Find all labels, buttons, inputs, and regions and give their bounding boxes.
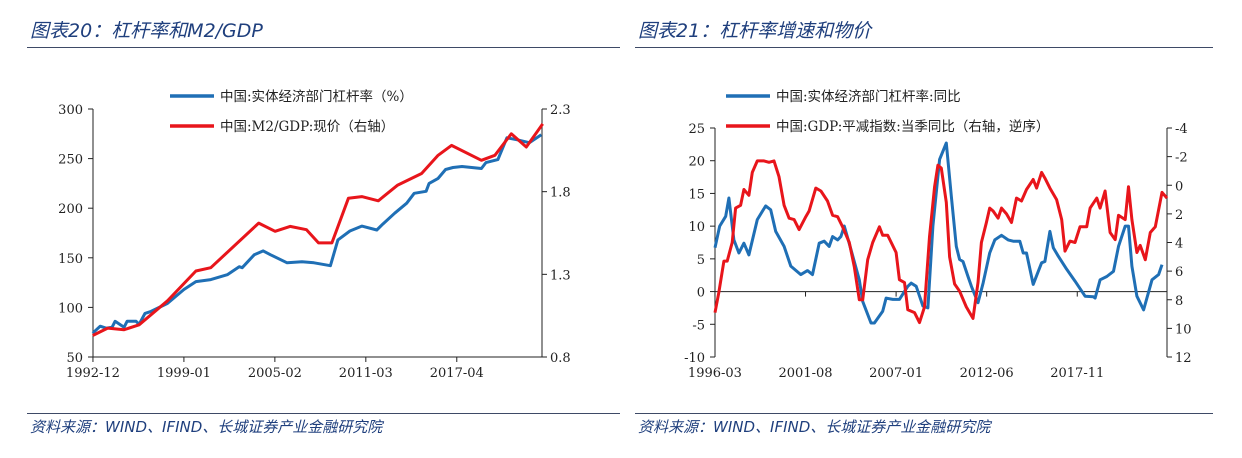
- y-right-tick-label: 6: [1175, 265, 1183, 280]
- title-divider-left: [27, 47, 620, 48]
- y-left-tick-label: 10: [688, 220, 705, 235]
- y-left-tick-label: 15: [688, 187, 705, 202]
- x-tick-label: 2012-06: [960, 366, 1014, 381]
- x-tick-label: 1992-12: [66, 366, 120, 381]
- y-right-tick-label: 12: [1175, 351, 1192, 366]
- legend-label-0: 中国:实体经济部门杠杆率:同比: [776, 88, 961, 105]
- series-line-1: [713, 159, 1169, 325]
- y-left-tick-label: 50: [66, 351, 83, 366]
- source-note-right: 资料来源：WIND、IFIND、长城证券产业金融研究院: [638, 418, 991, 436]
- y-right-tick-label: 1.3: [550, 268, 571, 283]
- chart-title-right: 图表21：杠杆率增速和物价: [638, 20, 872, 42]
- y-left-tick-label: 100: [58, 301, 83, 316]
- series-line-0: [713, 141, 1164, 325]
- legend-label-1: 中国:GDP:平减指数:当季同比（右轴，逆序）: [776, 119, 1049, 135]
- y-left-tick-label: -10: [684, 351, 705, 366]
- chart-title-left: 图表20：杠杆率和M2/GDP: [30, 20, 263, 42]
- x-tick-label: 1999-01: [157, 366, 211, 381]
- series-line-0: [91, 133, 543, 335]
- y-left-tick-label: 200: [58, 202, 83, 217]
- leverage-growth-deflator-chart: -10 -5 0 5 10 15 20 25 -4 -2 0 2 4 6 8 10 12 1996-03 2001-…: [684, 88, 1191, 381]
- y-right-tick-label: 8: [1175, 294, 1183, 309]
- source-note-left: 资料来源：WIND、IFIND、长城证券产业金融研究院: [30, 418, 383, 436]
- y-left-tick-label: 150: [58, 252, 83, 267]
- title-divider-right: [635, 47, 1213, 48]
- y-right-tick-label: -4: [1175, 122, 1188, 137]
- y-right-tick-label: 0.8: [550, 351, 571, 366]
- y-right-tick-label: 1.8: [550, 186, 571, 201]
- y-right-tick-label: 2: [1175, 208, 1183, 223]
- legend-label-0: 中国:实体经济部门杠杆率（%）: [220, 88, 413, 105]
- y-left-tick-label: -5: [692, 318, 705, 333]
- y-left-tick-label: 250: [58, 153, 83, 168]
- source-divider-right: [635, 413, 1213, 414]
- source-divider-left: [27, 413, 620, 414]
- x-tick-label: 2001-08: [779, 366, 833, 381]
- y-right-tick-label: 2.3: [550, 103, 571, 118]
- y-left-tick-label: 300: [58, 103, 83, 118]
- x-tick-label: 1996-03: [688, 366, 742, 381]
- legend-label-1: 中国:M2/GDP:现价（右轴）: [220, 119, 394, 135]
- y-left-tick-label: 5: [697, 253, 705, 268]
- y-right-tick-label: 10: [1175, 322, 1192, 337]
- y-left-tick-label: 0: [697, 286, 705, 301]
- x-tick-label: 2007-01: [869, 366, 923, 381]
- y-right-tick-label: 0: [1175, 179, 1183, 194]
- x-tick-label: 2005-02: [248, 366, 302, 381]
- y-left-tick-label: 20: [688, 155, 705, 170]
- series-line-1: [92, 123, 544, 337]
- x-tick-label: 2017-04: [430, 366, 484, 381]
- y-right-tick-label: -2: [1175, 151, 1188, 166]
- y-left-tick-label: 25: [688, 122, 705, 137]
- x-tick-label: 2017-11: [1050, 366, 1104, 381]
- y-right-tick-label: 4: [1175, 237, 1183, 252]
- leverage-m2-chart: 50 100 150 200 250 300 0.8 1.3 1.8 2.3 1992-12 1999…: [58, 88, 571, 381]
- x-tick-label: 2011-03: [339, 366, 393, 381]
